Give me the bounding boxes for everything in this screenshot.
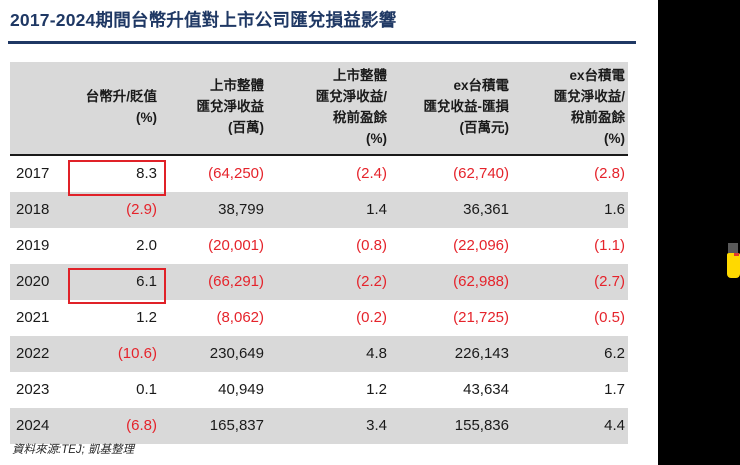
header-row: 台幣升/貶值 (%) 上市整體 匯兌淨收益 (百萬) 上市整體 匯兌淨收益/ 稅… [10,62,628,156]
value-cell: (2.4) [356,165,387,183]
value-cell: 1.2 [366,381,387,399]
year-cell: 2020 [10,263,70,300]
table-row: 2017 8.3 (64,250) (2.4) (62,740) (2.8) [10,155,628,195]
year-cell: 2019 [16,237,50,255]
col-header-market-fx-net-gain: 上市整體 匯兌淨收益 (百萬) [160,62,267,156]
value-cell: (64,250) [208,165,264,183]
value-cell: 2.0 [136,237,157,255]
value-cell: 0.1 [136,381,157,399]
value-cell: 4.8 [267,335,390,372]
col-header-extsmc-fx-gain-loss: ex台積電 匯兌收益-匯損 (百萬元) [390,62,512,156]
value-cell: 36,361 [390,191,512,228]
value-cell: (2.7) [512,263,628,300]
col-header-market-fx-to-pretax: 上市整體 匯兌淨收益/ 稅前盈餘 (%) [267,62,390,156]
marker-red-dot [734,253,739,256]
value-cell: 4.4 [512,407,628,444]
value-cell: 40,949 [218,381,264,399]
value-cell: (66,291) [160,263,267,300]
value-cell: (1.1) [594,237,625,255]
table-row: 2023 0.1 40,949 1.2 43,634 1.7 [10,372,628,408]
value-cell: (8,062) [216,309,264,327]
table-row: 2020 6.1 (66,291) (2.2) (62,988) (2.7) [10,263,628,304]
year-cell: 2024 [10,407,70,444]
page-title: 2017-2024期間台幣升值對上市公司匯兌損益影響 [10,10,397,30]
year-cell: 2023 [16,381,50,399]
value-cell: (6.8) [70,407,160,444]
value-cell: 43,634 [463,381,509,399]
highlight-marker-icon [727,253,740,278]
year-cell: 2021 [16,309,50,327]
black-sidebar [658,0,740,465]
value-cell: 6.1 [68,263,166,304]
table-row: 2019 2.0 (20,001) (0.8) (22,096) (1.1) [10,228,628,264]
year-cell: 2018 [10,191,70,228]
value-cell: (22,096) [453,237,509,255]
value-cell: (2.8) [594,165,625,183]
value-cell: 1.4 [267,191,390,228]
value-cell: 1.2 [136,309,157,327]
value-cell: 38,799 [160,191,267,228]
value-cell: (2.2) [267,263,390,300]
table-body: 2017 8.3 (64,250) (2.4) (62,740) (2.8) 2018 (2.… [10,155,628,444]
value-cell: 6.2 [512,335,628,372]
value-cell: (0.8) [356,237,387,255]
title-underline [8,41,636,44]
value-cell: (0.2) [356,309,387,327]
year-cell: 2017 [16,165,50,183]
table-row: 2024 (6.8) 165,837 3.4 155,836 4.4 [10,407,628,444]
source-note: 資料來源:TEJ; 凱基整理 [12,444,135,456]
value-cell: 1.6 [512,191,628,228]
marker-gray-square [728,243,738,253]
value-cell: (20,001) [208,237,264,255]
value-cell: 226,143 [390,335,512,372]
value-cell: (62,740) [453,165,509,183]
table-row: 2021 1.2 (8,062) (0.2) (21,725) (0.5) [10,300,628,336]
value-cell: 1.7 [604,381,625,399]
fx-impact-table: 台幣升/貶值 (%) 上市整體 匯兌淨收益 (百萬) 上市整體 匯兌淨收益/ 稅… [10,62,628,444]
col-header-twd-appreciation: 台幣升/貶值 (%) [70,62,160,156]
col-header-extsmc-fx-to-pretax: ex台積電 匯兌淨收益/ 稅前盈餘 (%) [512,62,628,156]
col-header-year [10,62,70,156]
year-cell: 2022 [10,335,70,372]
value-cell: 3.4 [267,407,390,444]
value-cell: 165,837 [160,407,267,444]
table-row: 2022 (10.6) 230,649 4.8 226,143 6.2 [10,335,628,372]
value-cell: 230,649 [160,335,267,372]
value-cell: (10.6) [70,335,160,372]
value-cell: 8.3 [68,155,166,195]
table-header: 台幣升/貶值 (%) 上市整體 匯兌淨收益 (百萬) 上市整體 匯兌淨收益/ 稅… [10,62,628,156]
value-cell: (2.9) [70,191,160,228]
value-cell: 155,836 [390,407,512,444]
value-cell: (62,988) [390,263,512,300]
value-cell: (21,725) [453,309,509,327]
table-row: 2018 (2.9) 38,799 1.4 36,361 1.6 [10,191,628,228]
value-cell: (0.5) [594,309,625,327]
